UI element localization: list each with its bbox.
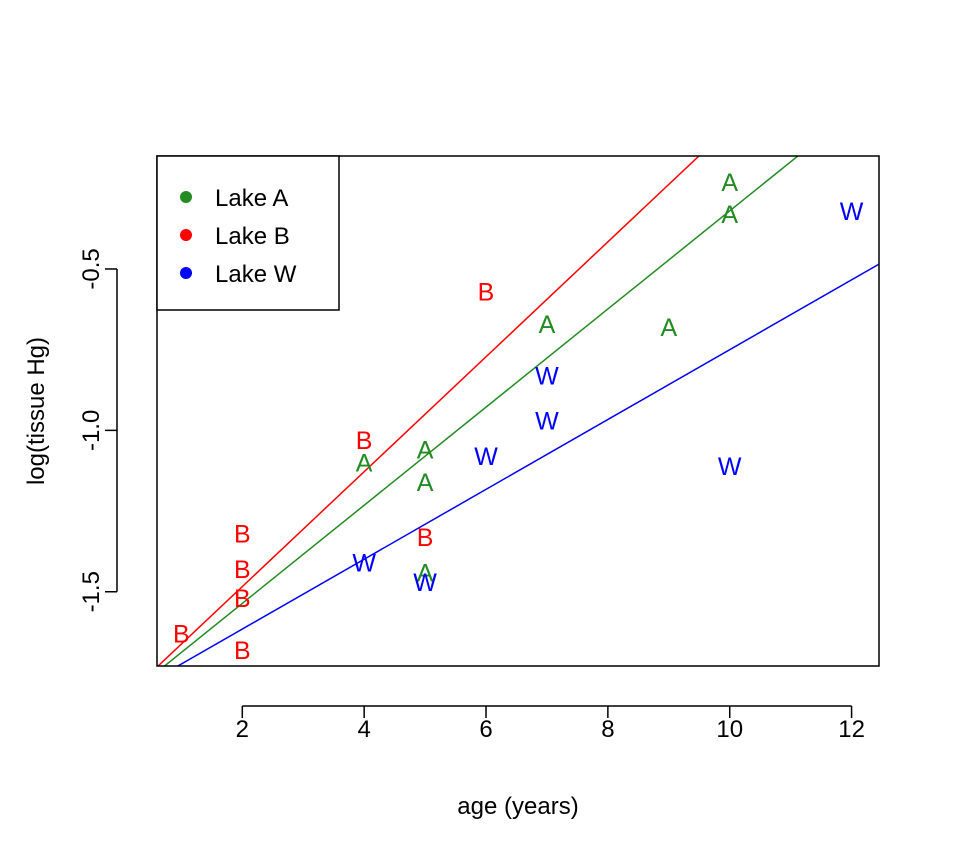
regression-lines <box>157 156 879 666</box>
data-point-a: A <box>417 559 434 587</box>
data-point-a: A <box>356 450 373 478</box>
data-point-w: W <box>413 569 437 597</box>
data-point-w: W <box>718 453 742 481</box>
x-tick-label: 4 <box>357 716 370 743</box>
y-tick-label: -0.5 <box>78 248 105 289</box>
x-tick-label: 10 <box>716 716 743 743</box>
fit-line-a <box>163 156 800 666</box>
data-point-b: B <box>234 585 251 613</box>
x-tick-label: 12 <box>838 716 865 743</box>
data-point-w: W <box>840 198 864 226</box>
data-point-w: W <box>535 362 559 390</box>
data-point-b: B <box>234 556 251 584</box>
legend-marker <box>180 267 192 279</box>
data-point-a: A <box>539 311 556 339</box>
data-point-b: B <box>234 637 251 665</box>
legend-marker <box>180 229 192 241</box>
x-tick-label: 6 <box>479 716 492 743</box>
data-point-a: A <box>721 201 738 229</box>
data-point-b: B <box>234 521 251 549</box>
x-axis: 2 4 6 8 10 12 <box>236 705 865 743</box>
x-tick-label: 8 <box>601 716 614 743</box>
legend-label: Lake W <box>215 261 297 288</box>
y-axis-title: log(tissue Hg) <box>23 337 50 485</box>
data-point-a: A <box>417 437 434 465</box>
data-point-a: A <box>660 314 677 342</box>
x-axis-title: age (years) <box>457 793 578 820</box>
y-tick-label: -1.0 <box>78 410 105 451</box>
data-point-a: A <box>721 169 738 197</box>
data-point-w: W <box>535 408 559 436</box>
data-point-b: B <box>356 427 373 455</box>
legend-marker <box>180 191 192 203</box>
legend-label: Lake B <box>215 223 290 250</box>
legend-label: Lake A <box>215 185 288 212</box>
data-point-w: W <box>352 550 376 578</box>
fit-line-b <box>157 156 701 666</box>
data-point-b: B <box>417 524 434 552</box>
plot-frame <box>156 155 880 667</box>
data-point-b: B <box>173 621 190 649</box>
data-point-b: B <box>478 279 495 307</box>
y-axis: -1.5 -1.0 -0.5 <box>78 248 118 612</box>
legend: Lake A Lake B Lake W <box>156 155 340 311</box>
data-point-a: A <box>417 469 434 497</box>
y-tick-label: -1.5 <box>78 571 105 612</box>
x-tick-label: 2 <box>236 716 249 743</box>
data-point-w: W <box>474 443 498 471</box>
fit-line-w <box>176 263 879 666</box>
